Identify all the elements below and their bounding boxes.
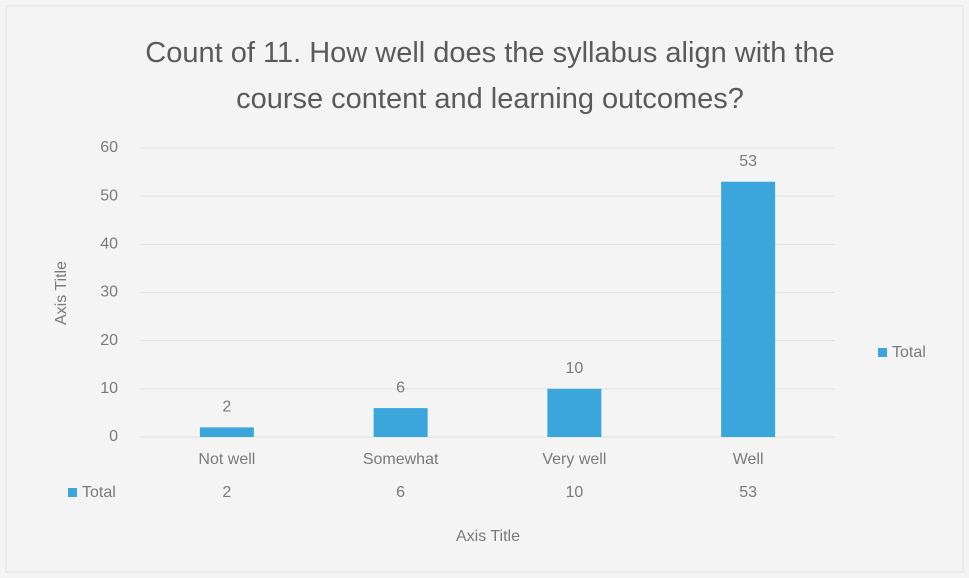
y-axis-title: Axis Title [53, 261, 70, 325]
x-tick-label: Not well [198, 451, 255, 468]
y-tick-label: 20 [100, 332, 118, 349]
data-table-value: 6 [396, 484, 405, 501]
bar [373, 408, 428, 437]
data-label: 6 [396, 379, 405, 396]
bar [547, 388, 602, 437]
x-axis-title: Axis Title [456, 528, 520, 545]
chart-border [5, 5, 964, 573]
data-table-series: Total [82, 484, 116, 501]
legend-label: Total [892, 344, 926, 361]
bar [199, 427, 254, 437]
y-tick-label: 40 [100, 236, 118, 253]
x-tick-label: Somewhat [363, 451, 439, 468]
bar [721, 181, 776, 437]
data-label: 2 [222, 399, 231, 416]
y-tick-label: 30 [100, 284, 118, 301]
data-table-value: 10 [565, 484, 583, 501]
data-table-value: 2 [222, 484, 231, 501]
chart-title: Count of 11. How well does the syllabus … [145, 37, 835, 115]
data-label: 10 [565, 360, 583, 377]
y-tick-label: 60 [100, 139, 118, 156]
x-tick-label: Very well [542, 451, 606, 468]
data-table-value: 53 [739, 484, 757, 501]
legend-swatch [878, 348, 887, 357]
data-label: 53 [739, 153, 757, 170]
y-tick-label: 0 [109, 428, 118, 445]
data-table-swatch [68, 488, 77, 497]
y-tick-label: 10 [100, 380, 118, 397]
y-tick-label: 50 [100, 187, 118, 204]
x-tick-label: Well [733, 451, 764, 468]
